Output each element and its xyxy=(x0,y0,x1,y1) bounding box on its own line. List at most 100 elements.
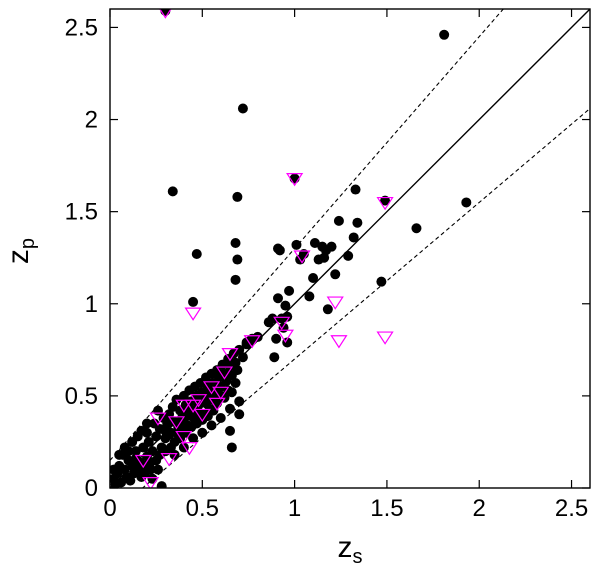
data-point xyxy=(304,291,315,302)
data-point xyxy=(167,401,178,412)
data-point xyxy=(119,442,130,453)
data-point-triangle xyxy=(180,441,198,456)
data-point xyxy=(130,446,141,457)
data-point xyxy=(110,464,119,475)
data-point xyxy=(219,392,230,403)
plot-frame xyxy=(109,8,591,489)
y-tick-label: 0.5 xyxy=(65,383,98,410)
data-point-triangle xyxy=(184,399,202,413)
data-point xyxy=(411,223,422,234)
data-point xyxy=(191,249,202,260)
data-point xyxy=(141,418,152,429)
data-point xyxy=(284,285,295,296)
data-point-triangle xyxy=(175,430,193,445)
data-point-triangle xyxy=(273,316,291,331)
data-point xyxy=(232,254,243,265)
y-tick-label: 1 xyxy=(85,291,98,318)
data-point xyxy=(241,337,252,348)
data-point xyxy=(232,365,243,376)
circle-points xyxy=(110,9,472,488)
data-point xyxy=(151,431,162,442)
data-point-triangle xyxy=(142,476,160,488)
data-point-triangle xyxy=(167,416,186,430)
data-point xyxy=(237,352,248,363)
y-tick-label: 2 xyxy=(85,107,98,134)
data-point xyxy=(197,427,208,438)
data-point xyxy=(376,276,387,287)
data-point xyxy=(188,433,199,444)
data-point-triangle xyxy=(293,250,311,264)
data-point xyxy=(153,464,163,475)
data-point xyxy=(309,237,320,248)
x-tick-label: 2.5 xyxy=(555,495,588,522)
data-point xyxy=(322,304,333,315)
data-point xyxy=(234,344,245,355)
y-tick-label: 0 xyxy=(85,475,98,502)
data-point-triangle xyxy=(330,335,348,349)
y-tick-label: 2.5 xyxy=(65,14,98,41)
data-point xyxy=(269,352,280,363)
data-point xyxy=(274,245,285,256)
data-point-triangle xyxy=(376,331,394,345)
data-point xyxy=(282,311,293,322)
data-point xyxy=(225,425,235,436)
data-point xyxy=(136,425,147,436)
data-point-triangle xyxy=(376,196,394,211)
data-point xyxy=(230,274,241,285)
data-point xyxy=(188,296,199,307)
data-point xyxy=(267,313,278,324)
data-point-triangle xyxy=(149,412,167,426)
data-point xyxy=(333,215,344,226)
data-point xyxy=(169,449,180,460)
data-point xyxy=(215,412,226,423)
data-point-triangle xyxy=(159,9,172,19)
data-point xyxy=(156,481,167,488)
data-point xyxy=(140,468,151,479)
data-point xyxy=(171,394,182,405)
data-point xyxy=(232,191,243,202)
data-point xyxy=(252,331,263,342)
data-point xyxy=(226,387,237,398)
data-point-triangle xyxy=(276,329,294,343)
data-point xyxy=(280,300,291,311)
data-point xyxy=(343,250,354,261)
data-point xyxy=(352,217,363,228)
x-tick-label: 1 xyxy=(288,495,301,522)
data-point xyxy=(330,269,341,280)
data-point xyxy=(167,186,178,197)
data-point xyxy=(237,103,248,114)
data-point xyxy=(230,237,241,248)
data-point xyxy=(147,446,158,457)
data-point xyxy=(291,239,302,250)
data-point-triangle xyxy=(202,381,221,395)
reference-line-upper-bound xyxy=(110,9,505,461)
data-point xyxy=(348,232,359,243)
data-point xyxy=(125,475,136,486)
y-axis-label: zp xyxy=(2,238,39,264)
data-point-triangle xyxy=(193,408,211,423)
x-tick-label: 1.5 xyxy=(370,495,403,522)
data-point-triangle xyxy=(134,454,152,469)
data-point xyxy=(226,442,237,453)
x-axis-label: zs xyxy=(338,531,363,566)
data-point xyxy=(289,173,300,184)
data-point xyxy=(160,9,171,16)
data-point xyxy=(147,473,158,484)
data-point xyxy=(271,333,282,344)
data-point xyxy=(461,197,472,208)
data-point xyxy=(225,403,235,414)
data-point-triangle xyxy=(212,386,230,401)
data-point xyxy=(273,293,283,304)
data-point xyxy=(234,396,245,407)
y-tick-label: 1.5 xyxy=(65,199,98,226)
data-point-triangle xyxy=(208,397,226,412)
data-point-triangle xyxy=(286,173,304,187)
axis-ticks: 0 0.5 1 1.5 2 2.5 0 0.5 1 1.5 2 2.5 xyxy=(65,9,590,522)
x-tick-label: 0 xyxy=(103,495,116,522)
data-point xyxy=(326,241,337,252)
x-tick-label: 0.5 xyxy=(186,495,219,522)
data-point-triangle xyxy=(243,335,261,349)
data-point-triangle xyxy=(184,307,202,321)
data-point xyxy=(234,409,245,420)
